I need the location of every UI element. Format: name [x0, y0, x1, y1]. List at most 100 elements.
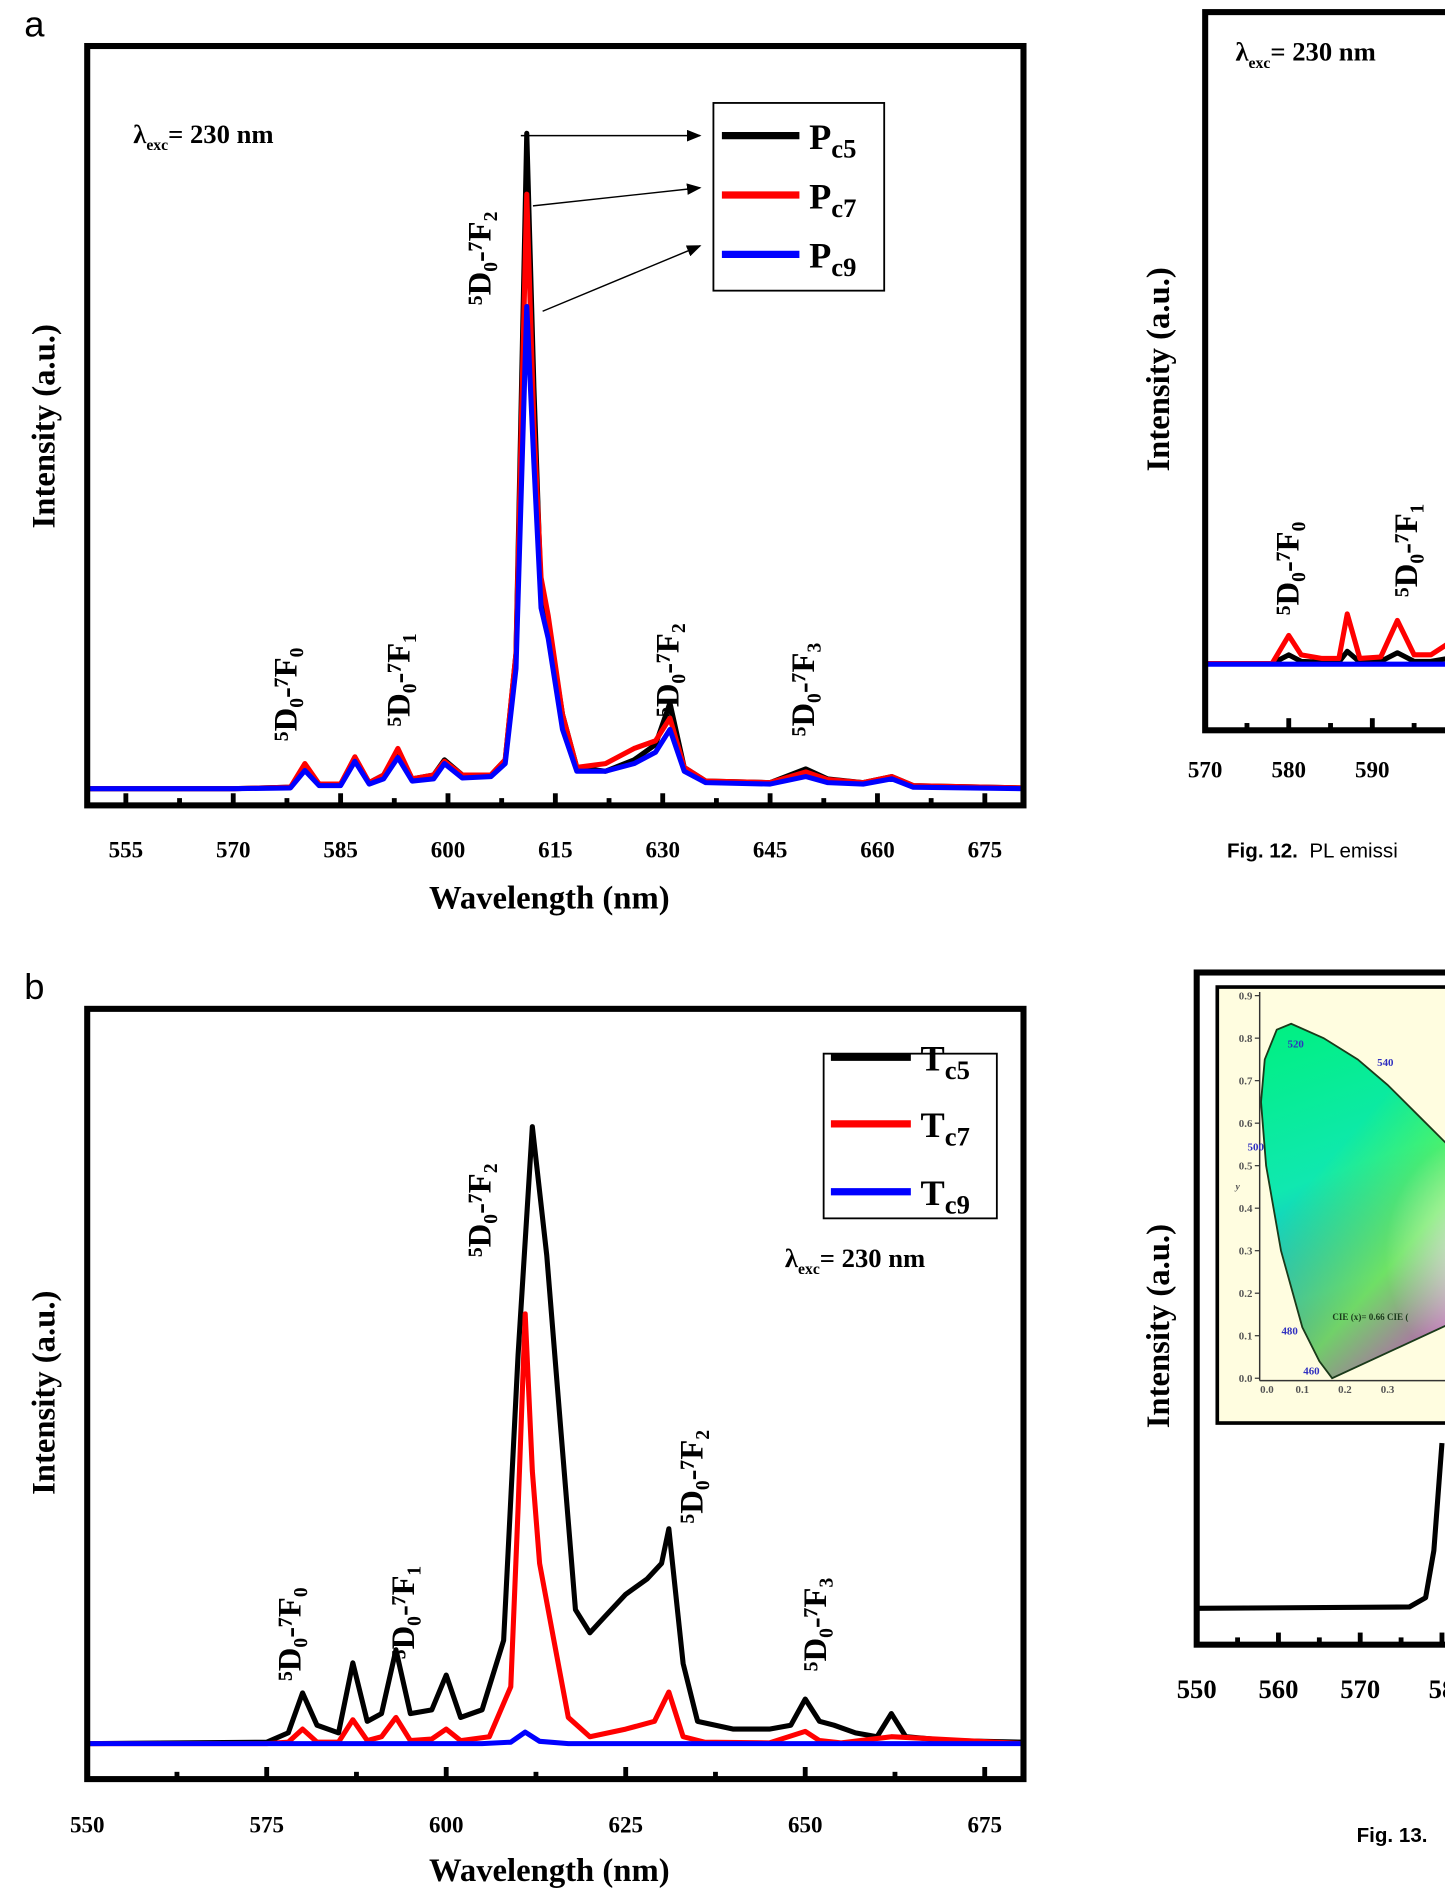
- lambda-subscript: exc: [798, 1261, 820, 1278]
- transition-label: ⁵D₀-⁷F₀: [269, 647, 305, 741]
- lambda-subscript: exc: [1249, 55, 1271, 72]
- inset-wavelength-label: 520: [1288, 1039, 1305, 1051]
- inset-wavelength-label: 540: [1377, 1057, 1394, 1069]
- inset-wavelength-label: 460: [1303, 1366, 1320, 1378]
- legend-label-main: P: [809, 176, 831, 216]
- legend-label-main: T: [921, 1039, 945, 1079]
- y-axis-label: Intensity (a.u.): [1141, 267, 1177, 471]
- inset-y-tick-label: 0.8: [1239, 1033, 1253, 1045]
- legend-label-sub: c9: [945, 1190, 970, 1220]
- legend-label-main: P: [809, 236, 831, 276]
- inset-y-tick-label: 0.1: [1239, 1330, 1253, 1342]
- x-tick-label: 600: [429, 1811, 464, 1837]
- legend-label: Tc5: [921, 1039, 970, 1085]
- y-axis-label: Intensity (a.u.): [27, 324, 63, 528]
- inset-x-tick-label: 0.3: [1381, 1384, 1395, 1396]
- transition-label: ⁵D₀-⁷F₂: [463, 212, 499, 306]
- x-tick-label: 585: [323, 836, 358, 862]
- series-line-3: [87, 1729, 1024, 1747]
- x-tick-label: 570: [1188, 757, 1223, 783]
- panel-letter: b: [24, 966, 44, 1007]
- transition-label: ⁵D₀-⁷F₂: [650, 623, 686, 717]
- inset-wavelength-label: 500: [1248, 1142, 1265, 1154]
- x-tick-label: 615: [538, 836, 573, 862]
- series-line-1: [87, 1124, 1024, 1747]
- x-tick-label: 650: [788, 1811, 823, 1837]
- series-line-3: [87, 303, 1024, 792]
- plot-frame: [1193, 969, 1445, 1648]
- x-tick-label: 580: [1272, 757, 1307, 783]
- inset-y-tick-label: 0.9: [1239, 990, 1253, 1002]
- x-axis-label: Wavelength (nm): [429, 1853, 670, 1889]
- inset-y-tick-label: 0.6: [1239, 1118, 1253, 1130]
- lambda-symbol: λ: [785, 1243, 799, 1273]
- panel-letter: a: [24, 3, 45, 44]
- x-tick-label: 58: [1429, 1674, 1445, 1704]
- transition-label: ⁵D₀-⁷F₂: [463, 1163, 499, 1257]
- legend-pointer-arrow: [542, 245, 702, 312]
- inset-y-label: y: [1234, 1181, 1240, 1192]
- legend-label-sub: c9: [831, 252, 856, 282]
- x-tick-label: 590: [1355, 757, 1390, 783]
- lambda-subscript: exc: [146, 137, 168, 154]
- x-tick-label: 570: [1340, 1674, 1380, 1704]
- x-tick-label: 550: [70, 1811, 105, 1837]
- legend-label-main: P: [809, 117, 831, 157]
- x-tick-label: 645: [753, 836, 788, 862]
- series-line-1: [1196, 1442, 1445, 1611]
- caption-text: PL emissi: [1309, 839, 1397, 862]
- chart-fig13-right: 0.0 0.1 0.2 0.3 0.4 0.5 0.6 0.7 0.8 0.9 0.0 0.1 0.2 0…: [1141, 969, 1445, 1704]
- y-axis-label: Intensity (a.u.): [1141, 1224, 1177, 1428]
- x-tick-label: 675: [968, 836, 1003, 862]
- x-axis-label: Wavelength (nm): [429, 880, 670, 916]
- excitation-wavelength-label: λexc= 230 nm: [1235, 37, 1375, 72]
- x-tick-label: 660: [860, 836, 895, 862]
- x-tick-label: 570: [216, 836, 251, 862]
- y-axis-label: Intensity (a.u.): [27, 1291, 63, 1495]
- lambda-value: = 230 nm: [168, 119, 273, 149]
- caption-label: Fig. 12.: [1227, 839, 1298, 862]
- inset-x-tick-label: 0.1: [1296, 1384, 1310, 1396]
- inset-y-tick-label: 0.5: [1239, 1160, 1253, 1172]
- transition-label: ⁵D₀-⁷F₃: [786, 642, 822, 736]
- inset-cie-annotation: CIE (x)= 0.66 CIE (: [1332, 1312, 1408, 1322]
- x-tick-label: 600: [431, 836, 466, 862]
- transition-label: ⁵D₀-⁷F₀: [272, 1587, 308, 1681]
- legend-label-sub: c5: [831, 133, 856, 163]
- x-tick-label: 625: [608, 1811, 643, 1837]
- plot-frame: [1202, 9, 1445, 734]
- series-group: [87, 1124, 1024, 1747]
- inset-wavelength-label: 480: [1281, 1326, 1298, 1338]
- x-tick-label: 550: [1177, 1674, 1217, 1704]
- caption-space: [1298, 839, 1309, 862]
- x-tick-label: 630: [645, 836, 680, 862]
- inset-y-tick-label: 0.7: [1239, 1075, 1253, 1087]
- legend-pointer-arrow: [532, 183, 702, 207]
- inset-x-tick-label: 0.2: [1338, 1384, 1352, 1396]
- lambda-value: = 230 nm: [820, 1243, 925, 1273]
- legend-label: Tc9: [921, 1173, 970, 1219]
- legend-label-main: T: [921, 1105, 945, 1145]
- excitation-wavelength-label: λexc= 230 nm: [785, 1243, 925, 1278]
- cie-inset: 0.0 0.1 0.2 0.3 0.4 0.5 0.6 0.7 0.8 0.9 0.0 0.1 0.2 0…: [1215, 985, 1445, 1425]
- x-tick-label: 575: [249, 1811, 284, 1837]
- series-line-1: [1205, 648, 1445, 667]
- plot-frame: [84, 1005, 1027, 1783]
- legend-label: Tc7: [921, 1105, 970, 1151]
- series-group: [1196, 1442, 1445, 1611]
- inset-y-tick-label: 0.2: [1239, 1288, 1253, 1300]
- figure-12-caption: Fig. 12. PL emissi: [1227, 839, 1398, 862]
- legend-label: Pc7: [809, 176, 856, 222]
- chart-a: 555 570 585 600 615 630 645 660 675 Wavelength (n…: [24, 3, 1027, 916]
- series-group: [87, 130, 1024, 792]
- transition-label: ⁵D₀-⁷F₃: [798, 1577, 834, 1671]
- transition-label: ⁵D₀-⁷F₂: [675, 1430, 711, 1524]
- x-tick-label: 675: [967, 1811, 1002, 1837]
- lambda-symbol: λ: [133, 119, 147, 149]
- figure-13-caption: Fig. 13.: [1357, 1824, 1428, 1847]
- legend-label: Pc9: [809, 236, 856, 282]
- transition-label: ⁵D₀-⁷F₁: [386, 1566, 422, 1660]
